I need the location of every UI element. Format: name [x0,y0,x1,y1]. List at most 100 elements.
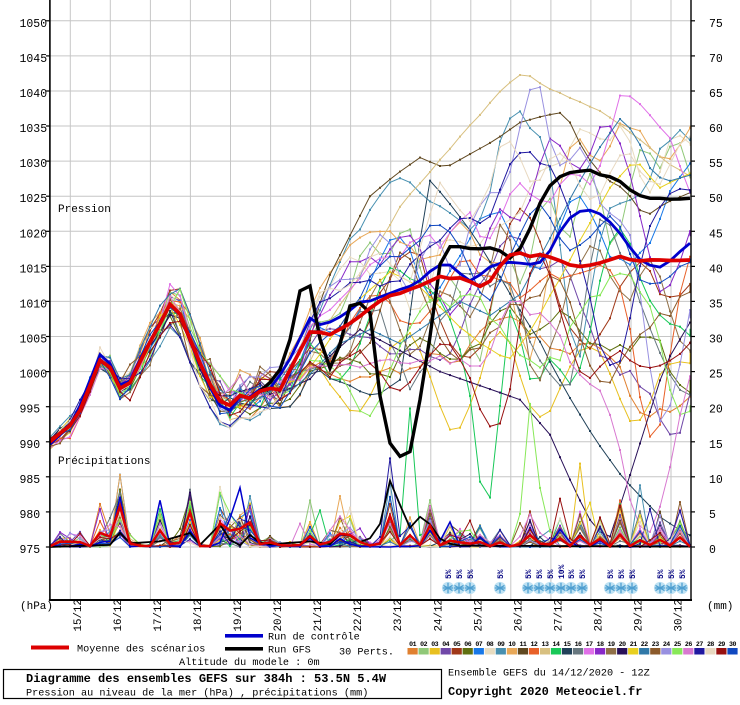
svg-text:20: 20 [619,641,626,648]
svg-text:Altitude du modele : 0m: Altitude du modele : 0m [179,657,320,669]
svg-text:5%: 5% [629,569,638,579]
svg-text:5%: 5% [679,569,688,579]
svg-text:5%: 5% [547,569,556,579]
svg-text:08: 08 [486,641,493,648]
svg-text:20/12: 20/12 [273,599,285,631]
svg-text:25: 25 [709,369,723,382]
svg-text:75: 75 [709,18,723,31]
svg-text:29: 29 [718,641,725,648]
svg-text:28/12: 28/12 [593,599,605,631]
svg-text:1010: 1010 [20,298,48,311]
svg-text:15: 15 [564,641,571,648]
svg-text:04: 04 [442,641,449,648]
svg-text:22: 22 [641,641,648,648]
svg-text:5%: 5% [607,569,616,579]
svg-text:25: 25 [674,641,681,648]
svg-text:5%: 5% [445,569,454,579]
svg-text:18/12: 18/12 [193,599,205,631]
svg-text:17: 17 [586,641,593,648]
svg-text:15: 15 [709,439,723,452]
svg-text:5%: 5% [618,569,627,579]
svg-text:21/12: 21/12 [313,599,325,631]
svg-text:55: 55 [709,158,723,171]
svg-text:21: 21 [630,641,637,648]
svg-text:01: 01 [409,641,416,648]
svg-text:1005: 1005 [20,334,48,347]
svg-text:1045: 1045 [20,53,48,66]
svg-text:19/12: 19/12 [233,599,245,631]
svg-text:26: 26 [685,641,692,648]
svg-text:5%: 5% [525,569,534,579]
svg-text:1035: 1035 [20,123,48,136]
svg-text:5%: 5% [568,569,577,579]
svg-text:975: 975 [20,544,41,557]
svg-text:1030: 1030 [20,158,48,171]
svg-text:16/12: 16/12 [113,599,125,631]
svg-text:12: 12 [530,641,537,648]
svg-text:(mm): (mm) [707,601,733,613]
svg-text:5%: 5% [536,569,545,579]
svg-text:16: 16 [575,641,582,648]
svg-text:09: 09 [497,641,504,648]
svg-text:10: 10 [508,641,515,648]
svg-text:23/12: 23/12 [393,599,405,631]
svg-text:03: 03 [431,641,438,648]
svg-text:5%: 5% [497,569,506,579]
svg-text:1025: 1025 [20,193,48,206]
svg-text:22/12: 22/12 [353,599,365,631]
svg-text:(hPa): (hPa) [20,601,53,613]
svg-text:30: 30 [709,334,723,347]
svg-text:45: 45 [709,228,723,241]
svg-text:Run GFS: Run GFS [268,646,311,657]
svg-text:20: 20 [709,404,723,417]
svg-text:985: 985 [20,474,41,487]
svg-text:30 Perts.: 30 Perts. [339,648,394,659]
svg-text:28: 28 [707,641,714,648]
svg-text:11: 11 [519,641,526,648]
svg-text:70: 70 [709,53,723,66]
svg-text:40: 40 [709,263,723,276]
svg-text:25/12: 25/12 [473,599,485,631]
svg-text:Précipitations: Précipitations [58,456,150,468]
svg-text:30/12: 30/12 [674,599,686,631]
svg-text:05: 05 [453,641,460,648]
svg-text:17/12: 17/12 [153,599,165,631]
svg-text:1050: 1050 [20,18,48,31]
svg-text:5%: 5% [456,569,465,579]
svg-text:18: 18 [597,641,604,648]
svg-text:26/12: 26/12 [513,599,525,631]
svg-text:10%: 10% [558,564,567,579]
svg-text:Moyenne des scénarios: Moyenne des scénarios [77,644,205,656]
svg-text:Copyright 2020 Meteociel.fr: Copyright 2020 Meteociel.fr [448,685,642,699]
svg-text:35: 35 [709,298,723,311]
svg-text:50: 50 [709,193,723,206]
svg-text:1000: 1000 [20,369,48,382]
svg-text:19: 19 [608,641,615,648]
svg-text:24: 24 [663,641,670,648]
svg-text:30: 30 [729,641,736,648]
svg-text:0: 0 [709,544,716,557]
svg-text:980: 980 [20,509,41,522]
svg-text:23: 23 [652,641,659,648]
svg-text:13: 13 [541,641,548,648]
svg-text:5%: 5% [579,569,588,579]
svg-text:Pression au niveau de la mer (: Pression au niveau de la mer (hPa) , pré… [26,688,368,700]
svg-text:Run de contrôle: Run de contrôle [268,632,360,644]
svg-text:60: 60 [709,123,723,136]
svg-text:Ensemble GEFS du 14/12/2020 -: Ensemble GEFS du 14/12/2020 - 12Z [448,668,650,680]
svg-text:02: 02 [420,641,427,648]
svg-text:5%: 5% [657,569,666,579]
svg-text:995: 995 [20,404,41,417]
svg-text:27/12: 27/12 [553,599,565,631]
svg-text:10: 10 [709,474,723,487]
svg-text:Diagramme des ensembles GEFS s: Diagramme des ensembles GEFS sur 384h : … [26,672,387,686]
svg-text:5%: 5% [467,569,476,579]
svg-text:1040: 1040 [20,88,48,101]
svg-text:Pression: Pression [58,204,111,216]
svg-text:5%: 5% [668,569,677,579]
svg-text:65: 65 [709,88,723,101]
svg-text:07: 07 [475,641,482,648]
svg-text:990: 990 [20,439,41,452]
svg-text:29/12: 29/12 [634,599,646,631]
svg-text:15/12: 15/12 [73,599,85,631]
